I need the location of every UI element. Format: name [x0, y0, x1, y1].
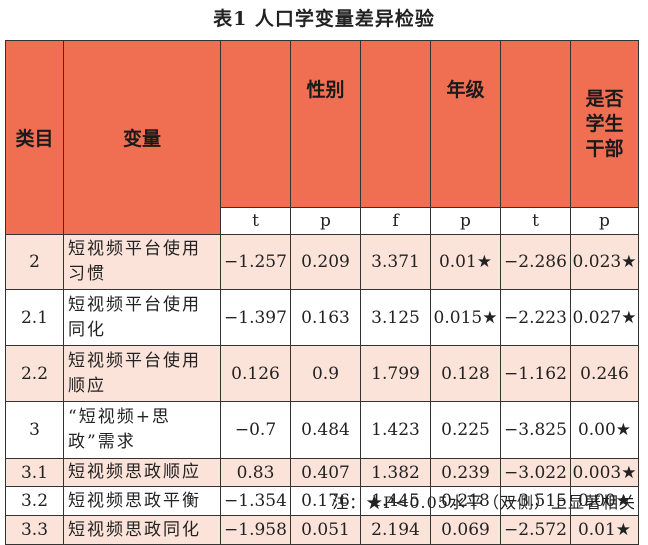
- subheader-cell: f: [360, 207, 431, 235]
- cell-value: 3.125: [360, 289, 431, 346]
- cell-value: 0.01★: [430, 234, 501, 290]
- cell-value: 2.194: [360, 515, 431, 545]
- header-row: 类目 变量 性别 年级 是否 学生 干部: [5, 40, 639, 235]
- header-gender-left: [220, 40, 291, 208]
- row-variable-name: 短视频平台使用顺应: [63, 345, 221, 402]
- table-row: 3.1 短视频思政顺应 0.83 0.407 1.382 0.239 −3.02…: [5, 458, 639, 487]
- row-id: 2.2: [5, 345, 64, 402]
- cell-value: 0.239: [430, 458, 501, 487]
- subheader-cell: p: [290, 207, 361, 235]
- cell-value: 0.209: [290, 234, 361, 290]
- table-row: 3.2 短视频思政平衡 −1.354 0.176 1.445 0.218 −3.…: [5, 486, 639, 516]
- cell-value: −2.286: [500, 234, 571, 290]
- header-cadre-line-2: 学生: [585, 112, 624, 135]
- cell-value: 0.126: [220, 345, 291, 402]
- cell-value: 0.225: [430, 401, 501, 459]
- subheader-cell: p: [570, 207, 639, 235]
- table-row: 2.1 短视频平台使用同化 −1.397 0.163 3.125 0.015★ …: [5, 289, 639, 346]
- table-title: 表1 人口学变量差异检验: [213, 8, 435, 30]
- subheader-cell: t: [220, 207, 291, 235]
- subheader-cell: t: [500, 207, 571, 235]
- cell-value: 1.799: [360, 345, 431, 402]
- cell-value: 0.051: [290, 515, 361, 545]
- cell-value: 0.003★: [570, 458, 639, 487]
- subheader-cell: p: [430, 207, 501, 235]
- cell-value: 0.9: [290, 345, 361, 402]
- cell-value: 0.83: [220, 458, 291, 487]
- cell-value: −1.162: [500, 345, 571, 402]
- header-grade: 年级: [430, 40, 501, 208]
- cell-value: −1.354: [220, 486, 291, 516]
- header-cadre: 是否 学生 干部: [570, 40, 639, 208]
- header-variable: 变量: [63, 40, 221, 235]
- row-variable-name: 短视频思政顺应: [63, 458, 221, 487]
- subheader-row: t p f p t p: [6, 207, 639, 235]
- table-row: 3 “短视频+思政”需求 −0.7 0.484 1.423 0.225 −3.8…: [5, 401, 639, 459]
- cell-value: 0.01★: [570, 515, 639, 545]
- row-id: 2: [5, 234, 64, 290]
- cell-value: 1.445: [360, 486, 431, 516]
- row-id: 3.3: [5, 515, 64, 545]
- cell-value: 0.407: [290, 458, 361, 487]
- cell-value: −1.397: [220, 289, 291, 346]
- cell-value: 1.382: [360, 458, 431, 487]
- row-id: 2.1: [5, 289, 64, 346]
- table-row: 2.2 短视频平台使用顺应 0.126 0.9 1.799 0.128 −1.1…: [5, 345, 639, 402]
- cell-value: −3.825: [500, 401, 571, 459]
- cell-value: −3.022: [500, 458, 571, 487]
- header-gender: 性别: [290, 40, 361, 208]
- demographic-difference-table: 类目 变量 性别 年级 是否 学生 干部 t p f p t p 2 短视频平台…: [5, 40, 639, 545]
- header-grade-left: [360, 40, 431, 208]
- table-row: 3.3 短视频思政同化 −1.958 0.051 2.194 0.069 −2.…: [5, 515, 639, 545]
- cell-value: 0.484: [290, 401, 361, 459]
- cell-value: 1.423: [360, 401, 431, 459]
- cell-value: 3.371: [360, 234, 431, 290]
- cell-value: 0.128: [430, 345, 501, 402]
- row-variable-name: 短视频思政平衡: [63, 486, 221, 516]
- row-variable-name: 短视频平台使用同化: [63, 289, 221, 346]
- row-variable-name: 短视频平台使用习惯: [63, 234, 221, 290]
- header-cadre-left: [500, 40, 571, 208]
- header-cadre-line-3: 干部: [585, 137, 624, 160]
- cell-value: 0.027★: [570, 289, 639, 346]
- row-variable-name: 短视频思政同化: [63, 515, 221, 545]
- cell-value: −0.7: [220, 401, 291, 459]
- cell-value: 0.163: [290, 289, 361, 346]
- row-id: 3.1: [5, 458, 64, 487]
- cell-value: 0.00★: [570, 401, 639, 459]
- row-variable-name: “短视频+思政”需求: [63, 401, 221, 459]
- table-footnote: 注：★P<0.05水平（双侧）上显著相关: [332, 493, 636, 512]
- cell-value: −2.572: [500, 515, 571, 545]
- row-id: 3.2: [5, 486, 64, 516]
- cell-value: −3.515: [500, 486, 571, 516]
- cell-value: 0.023★: [570, 234, 639, 290]
- cell-value: 0.246: [570, 345, 639, 402]
- header-cadre-line-1: 是否: [585, 87, 624, 110]
- header-category: 类目: [5, 40, 64, 235]
- cell-value: −2.223: [500, 289, 571, 346]
- cell-value: −1.958: [220, 515, 291, 545]
- cell-value: 0.069: [430, 515, 501, 545]
- cell-value: 0.00★: [570, 486, 639, 516]
- row-id: 3: [5, 401, 64, 459]
- cell-value: −1.257: [220, 234, 291, 290]
- table-row: 2 短视频平台使用习惯 −1.257 0.209 3.371 0.01★ −2.…: [5, 234, 639, 290]
- cell-value: 0.015★: [430, 289, 501, 346]
